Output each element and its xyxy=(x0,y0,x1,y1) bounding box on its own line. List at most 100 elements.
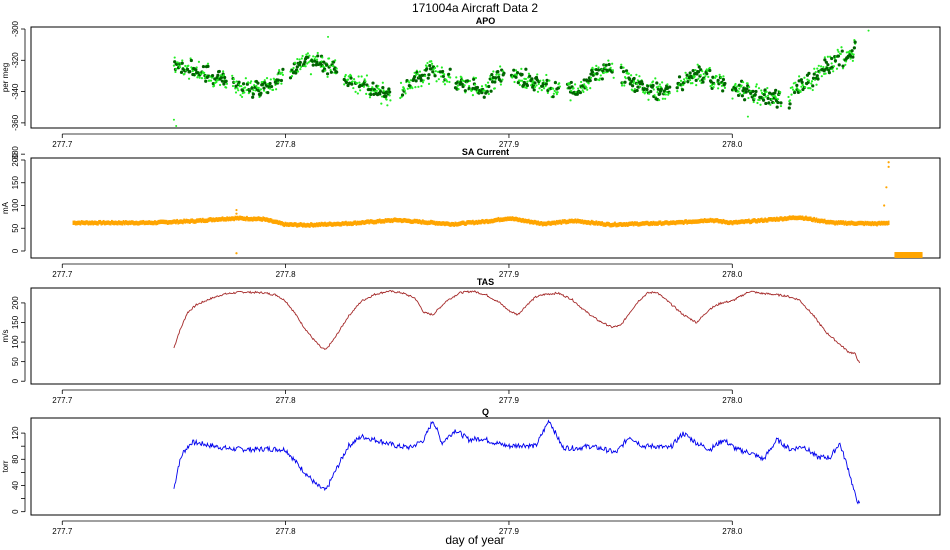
data-point xyxy=(840,49,844,53)
data-point xyxy=(214,217,217,222)
data-point xyxy=(93,220,96,225)
data-point xyxy=(340,222,343,227)
data-point xyxy=(827,71,831,75)
data-point xyxy=(815,74,819,78)
data-point xyxy=(494,218,496,223)
data-point xyxy=(271,88,275,91)
data-point xyxy=(567,219,570,224)
data-point xyxy=(796,90,800,94)
data-point xyxy=(162,219,165,225)
data-point xyxy=(249,216,252,222)
data-point xyxy=(416,218,418,224)
data-point xyxy=(685,73,689,77)
data-point xyxy=(480,219,482,225)
data-point xyxy=(624,77,627,80)
data-point xyxy=(198,218,201,223)
data-point xyxy=(655,81,659,85)
data-point xyxy=(515,73,518,77)
data-point xyxy=(205,218,208,223)
data-point xyxy=(467,220,470,225)
data-point xyxy=(403,89,406,92)
x-tick-label: 277.8 xyxy=(276,270,297,279)
data-point xyxy=(316,51,319,55)
data-point xyxy=(884,221,887,226)
data-point xyxy=(270,218,273,223)
data-point xyxy=(807,79,811,82)
data-point xyxy=(759,218,762,223)
data-point xyxy=(560,220,563,225)
data-point xyxy=(502,71,506,75)
data-point xyxy=(357,220,360,226)
data-point xyxy=(697,219,700,224)
data-point xyxy=(278,69,281,72)
data-point xyxy=(432,220,435,225)
data-point xyxy=(498,217,501,223)
data-point xyxy=(563,219,566,224)
data-point xyxy=(611,222,614,228)
data-point xyxy=(607,59,610,62)
data-point xyxy=(768,217,771,222)
data-point xyxy=(542,79,545,82)
data-point xyxy=(359,89,362,92)
data-point xyxy=(433,74,437,78)
data-point xyxy=(688,219,691,225)
data-point xyxy=(742,81,745,84)
data-point xyxy=(668,92,671,95)
data-point xyxy=(100,221,103,226)
data-point xyxy=(715,218,718,223)
data-point xyxy=(126,220,128,226)
data-point xyxy=(810,82,813,85)
data-point xyxy=(850,49,854,53)
data-point xyxy=(601,221,604,226)
data-point xyxy=(443,73,446,76)
data-point xyxy=(284,221,287,227)
data-point xyxy=(607,221,609,227)
data-point xyxy=(569,218,572,224)
data-point xyxy=(92,221,95,226)
panels: APO per meg 277.7 277.8 277.9 278.0 -380 -360 -3… xyxy=(1,16,941,536)
data-point xyxy=(439,221,442,226)
data-point xyxy=(473,220,475,226)
data-point xyxy=(266,90,270,95)
data-point xyxy=(349,76,353,80)
data-point xyxy=(117,220,120,225)
data-point xyxy=(680,219,683,225)
data-point xyxy=(554,221,557,226)
data-point xyxy=(658,220,661,225)
data-point xyxy=(489,89,493,93)
data-point xyxy=(766,94,770,97)
data-point xyxy=(406,218,409,224)
data-point xyxy=(287,222,290,228)
data-point xyxy=(318,222,321,227)
data-point xyxy=(734,220,736,225)
data-point xyxy=(661,97,664,100)
data-point xyxy=(746,82,749,85)
data-point xyxy=(759,103,762,106)
data-point xyxy=(315,58,319,61)
data-point xyxy=(720,219,722,224)
data-point xyxy=(537,220,539,225)
data-point xyxy=(426,61,429,65)
data-point xyxy=(568,218,571,224)
data-point xyxy=(538,87,541,90)
data-point xyxy=(215,217,218,222)
data-point xyxy=(81,220,84,225)
series-line xyxy=(173,419,861,505)
data-point xyxy=(600,77,604,81)
data-point xyxy=(293,61,297,64)
data-point xyxy=(425,65,428,68)
data-point xyxy=(483,219,486,225)
data-point xyxy=(423,220,425,225)
data-point xyxy=(256,81,260,85)
data-point xyxy=(475,219,478,225)
data-point xyxy=(87,221,90,226)
data-point xyxy=(371,219,374,225)
data-point xyxy=(575,219,578,224)
data-point xyxy=(538,221,541,226)
data-point xyxy=(636,82,639,85)
data-point xyxy=(443,83,447,86)
data-point xyxy=(403,217,406,223)
data-point xyxy=(179,70,184,75)
data-point xyxy=(375,89,378,92)
data-point xyxy=(515,216,517,222)
